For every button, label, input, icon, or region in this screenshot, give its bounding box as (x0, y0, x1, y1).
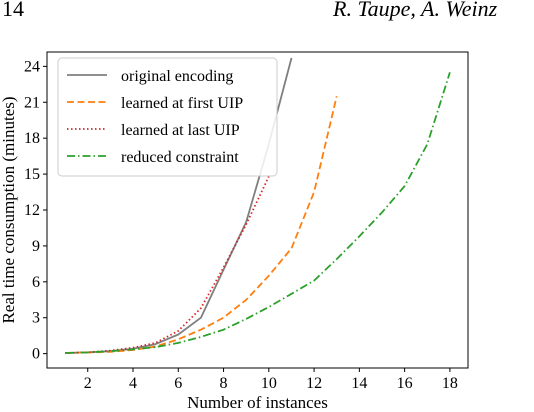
x-tick-label: 2 (84, 375, 92, 392)
legend-label-3: learned at last UIP (121, 122, 240, 139)
x-tick-label: 18 (442, 375, 458, 392)
x-tick-label: 10 (261, 375, 277, 392)
x-axis-label: Number of instances (187, 393, 328, 412)
y-tick-label: 12 (24, 202, 40, 219)
legend-label-4: reduced constraint (121, 149, 239, 166)
x-tick-label: 4 (129, 375, 137, 392)
legend-label-1: original encoding (121, 68, 233, 85)
x-tick-label: 12 (306, 375, 322, 392)
y-tick-label: 18 (24, 130, 40, 147)
series-lines (65, 57, 451, 354)
series-line-4 (65, 72, 451, 354)
y-axis-label: Real time consumption (minutes) (0, 96, 18, 323)
y-tick-label: 3 (32, 310, 40, 327)
y-tick-label: 6 (32, 274, 40, 291)
y-tick-label: 21 (24, 94, 40, 111)
series-line-2 (65, 96, 338, 354)
y-tick-label: 0 (32, 346, 40, 363)
x-tick-label: 14 (351, 375, 367, 392)
x-tick-label: 6 (174, 375, 182, 392)
series-line-3 (65, 176, 270, 354)
legend-box (57, 57, 278, 177)
legend: original encoding learned at first UIP lea… (57, 57, 278, 177)
page-number: 14 (2, 0, 24, 21)
x-tick-label: 16 (397, 375, 413, 392)
legend-label-2: learned at first UIP (121, 95, 243, 112)
y-tick-label: 24 (24, 58, 40, 75)
x-tick-label: 8 (220, 375, 228, 392)
y-tick-label: 9 (32, 238, 40, 255)
running-head-authors: R. Taupe, A. Weinz (333, 0, 498, 21)
y-tick-label: 15 (24, 166, 40, 183)
